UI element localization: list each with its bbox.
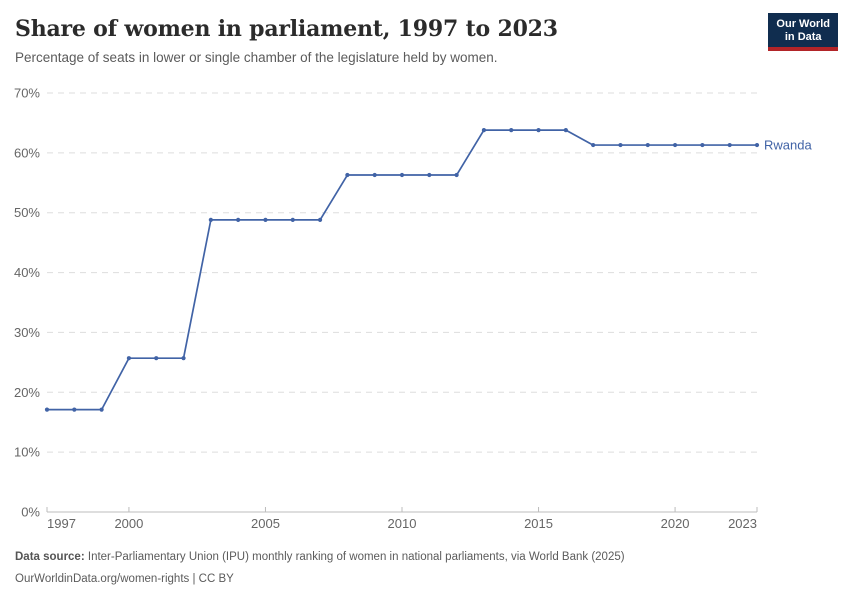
data-point-marker	[536, 128, 541, 133]
data-point-marker	[645, 142, 650, 148]
data-source-text: Inter-Parliamentary Union (IPU) monthly …	[87, 551, 625, 563]
license-line: OurWorldinData.org/women-rights | CC BY	[15, 573, 234, 585]
chart-header: Share of women in parliament, 1997 to 20…	[0, 0, 850, 65]
data-point-marker	[591, 142, 596, 148]
x-axis-tick-label: 2005	[251, 516, 280, 531]
data-point-marker	[509, 128, 514, 133]
data-source-label: Data source:	[15, 551, 85, 563]
data-point-marker	[99, 407, 104, 412]
y-axis-tick-label: 40%	[14, 265, 40, 280]
data-point-marker	[263, 217, 268, 222]
line-chart: 0% 10% 20% 30% 40% 50% 60% 70% 1997 2000 2005 2010 2…	[14, 86, 812, 532]
y-axis: 0% 10% 20% 30% 40% 50% 60% 70%	[14, 86, 40, 520]
owid-logo[interactable]: Our World in Data	[768, 13, 838, 51]
page-title: Share of women in parliament, 1997 to 20…	[15, 16, 558, 42]
owid-logo-line1: Our World	[776, 18, 830, 30]
y-axis-tick-label: 20%	[14, 385, 40, 400]
x-axis-tick-label: 2015	[524, 516, 553, 531]
data-point-marker	[618, 142, 623, 148]
data-point-marker	[481, 128, 487, 133]
data-point-marker	[399, 172, 405, 178]
x-axis-tick-label: 2010	[388, 516, 417, 531]
data-point-marker	[727, 142, 732, 148]
y-axis-tick-label: 50%	[14, 205, 40, 220]
x-axis-tick-label: 2020	[661, 516, 690, 531]
series-label-rwanda: Rwanda	[764, 138, 812, 153]
data-point-marker	[454, 172, 459, 178]
chart-footer: Data source: Inter-Parliamentary Union (…	[15, 546, 835, 590]
data-point-marker	[317, 217, 323, 222]
y-axis-tick-label: 0%	[21, 505, 40, 520]
data-point-marker	[372, 172, 377, 178]
data-point-marker	[754, 142, 760, 148]
data-point-marker	[181, 356, 186, 361]
data-point-marker	[44, 407, 50, 412]
x-axis-tick-label: 2023	[728, 516, 757, 531]
y-axis-tick-label: 70%	[14, 86, 40, 101]
page-subtitle: Percentage of seats in lower or single c…	[15, 50, 498, 65]
x-axis-tick-label: 2000	[114, 516, 143, 531]
data-point-marker	[290, 217, 295, 222]
series-line	[46, 129, 758, 411]
y-axis-tick-label: 10%	[14, 445, 40, 460]
y-axis-tick-label: 60%	[14, 145, 40, 160]
grid-lines	[47, 92, 757, 453]
data-point-marker	[672, 142, 678, 148]
data-point-marker	[700, 142, 705, 148]
data-point-marker	[345, 172, 350, 178]
data-point-marker	[208, 217, 213, 222]
data-point-marker	[126, 356, 132, 361]
data-point-marker	[563, 128, 568, 133]
x-axis-tick-label: 1997	[47, 516, 76, 531]
x-axis: 1997 2000 2005 2010 2015 2020 2023	[46, 507, 758, 531]
data-point-marker	[236, 217, 241, 222]
data-source-line: Data source: Inter-Parliamentary Union (…	[15, 546, 835, 568]
data-point-marker	[72, 407, 77, 412]
owid-logo-line2: in Data	[784, 31, 822, 43]
data-point-marker	[427, 172, 432, 178]
data-point-marker	[154, 356, 159, 361]
data-series-rwanda: Rwanda	[44, 128, 812, 412]
y-axis-tick-label: 30%	[14, 325, 40, 340]
